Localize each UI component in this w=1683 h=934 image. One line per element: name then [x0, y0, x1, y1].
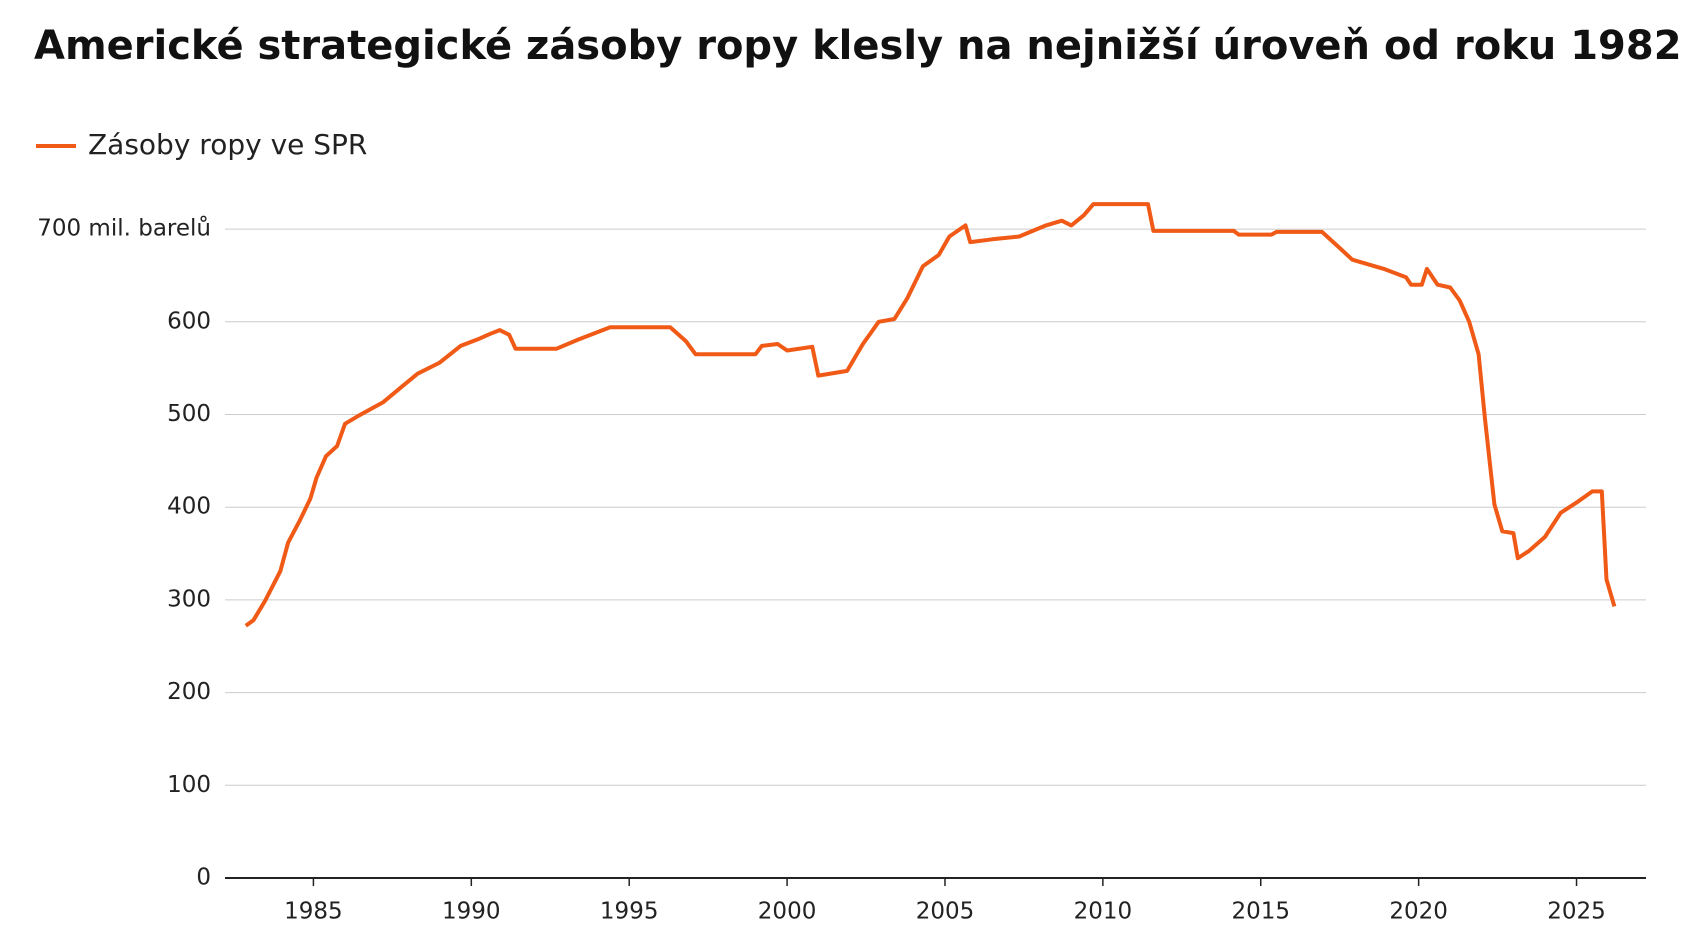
y-tick-label: 200	[167, 679, 211, 705]
y-tick-label: 500	[167, 401, 211, 427]
y-tick-label: 100	[167, 772, 211, 798]
x-tick-label: 2020	[1389, 899, 1448, 925]
y-tick-label: 300	[167, 586, 211, 612]
y-tick-label: 700 mil. barelů	[37, 215, 211, 242]
y-tick-label: 400	[167, 494, 211, 520]
x-tick-label: 1990	[442, 899, 501, 925]
x-tick-label: 2025	[1547, 899, 1606, 925]
x-tick-label: 2015	[1231, 899, 1290, 925]
x-tick-label: 2010	[1074, 899, 1133, 925]
legend-label: Zásoby ropy ve SPR	[88, 128, 367, 161]
x-tick-label: 2000	[758, 899, 817, 925]
x-tick-label: 2005	[916, 899, 975, 925]
data-line	[244, 202, 1617, 628]
x-tick-label: 1985	[284, 899, 343, 925]
chart-title: Americké strategické zásoby ropy klesly …	[34, 23, 1682, 69]
y-tick-label: 0	[196, 865, 211, 891]
x-tick-label: 1995	[600, 899, 659, 925]
y-tick-label: 600	[167, 308, 211, 334]
